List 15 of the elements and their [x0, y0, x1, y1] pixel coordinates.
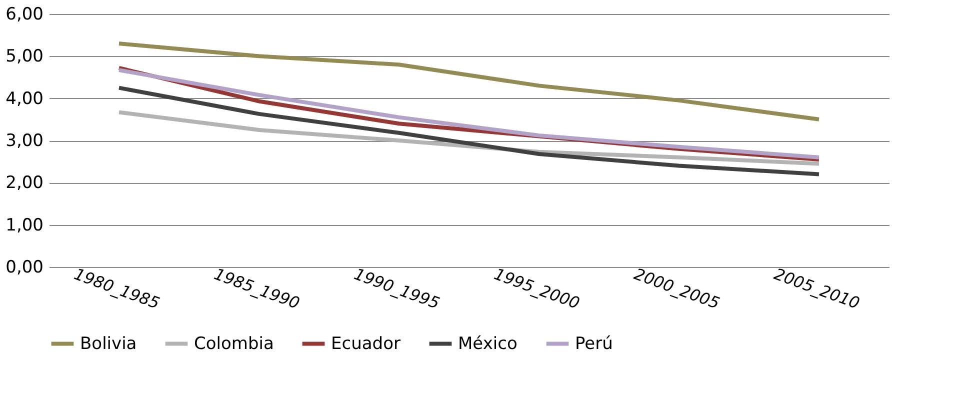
line-series: [117, 110, 821, 166]
legend-label: Perú: [575, 334, 613, 354]
y-tick-label: 5,00: [6, 46, 44, 67]
legend-label: Colombia: [194, 334, 274, 354]
line-series: [117, 86, 821, 176]
y-tick-label: 6,00: [6, 4, 44, 24]
y-tick-label: 3,00: [6, 131, 44, 151]
line-series: [117, 42, 821, 122]
y-tick-label: 1,00: [6, 215, 44, 236]
legend-label: México: [458, 334, 518, 354]
y-tick-label: 0,00: [6, 258, 44, 278]
y-tick-label: 2,00: [6, 173, 44, 194]
legend-label: Ecuador: [331, 334, 400, 354]
legend-label: Bolivia: [80, 334, 137, 354]
y-tick-label: 4,00: [6, 88, 44, 109]
